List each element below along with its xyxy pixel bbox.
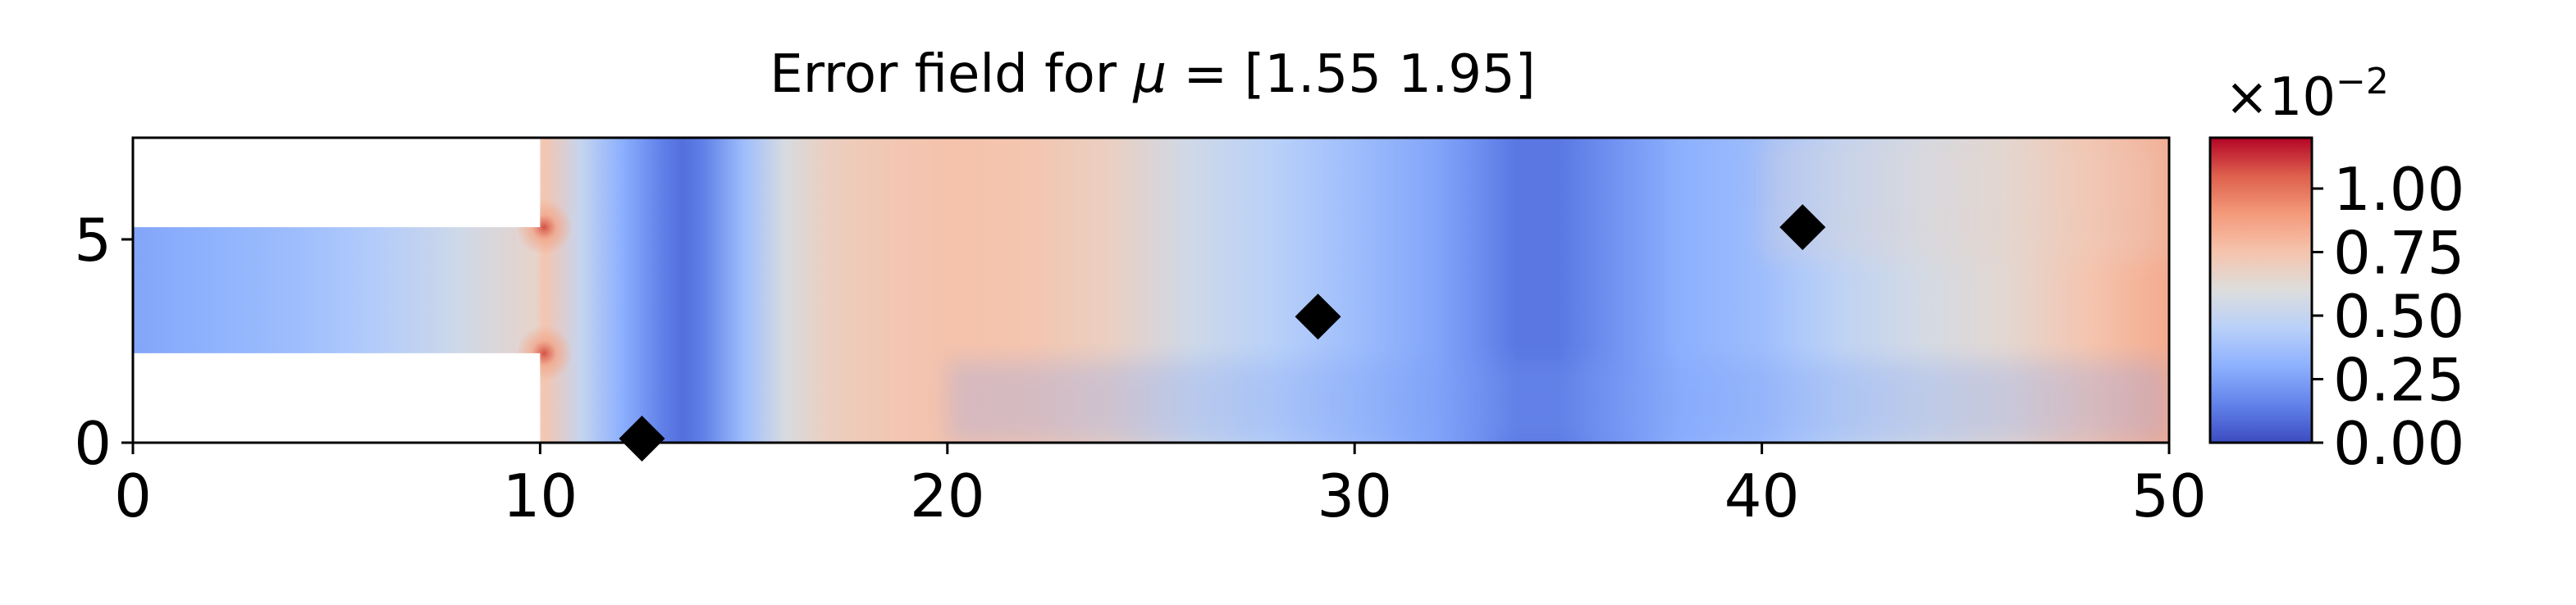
colorbar-offset-label: ×10−2 <box>2225 61 2389 128</box>
x-tick-label: 50 <box>2131 462 2207 530</box>
hot-spot-1 <box>516 199 573 256</box>
title-mu-symbol: μ <box>1132 44 1167 105</box>
marker-layer <box>619 204 1826 462</box>
sample-marker-2 <box>1295 293 1341 340</box>
x-tick-label: 30 <box>1317 462 1392 530</box>
x-tick-label: 0 <box>114 462 152 530</box>
colorbar-tick-label: 0.25 <box>2333 346 2464 415</box>
x-tick-label: 20 <box>910 462 985 530</box>
colorbar-offset-base: ×10 <box>2225 67 2336 128</box>
y-tick-label: 5 <box>74 206 112 275</box>
y-tick-label: 0 <box>74 409 112 478</box>
field-upper-band <box>1761 138 2169 260</box>
sample-marker-1 <box>619 416 665 462</box>
colorbar-offset-exponent: −2 <box>2336 61 2389 102</box>
sample-marker-3 <box>1779 204 1826 251</box>
colorbar: 0.000.250.500.751.00 ×10−2 <box>2208 61 2464 478</box>
title-suffix: = [1.55 1.95] <box>1167 44 1536 105</box>
hot-spot-2 <box>516 325 573 381</box>
colorbar-fill <box>2210 138 2312 443</box>
y-axis-ticks: 05 <box>74 206 133 478</box>
field-overlays <box>516 138 2169 443</box>
error-field <box>133 138 2169 443</box>
colorbar-tick-label: 0.75 <box>2333 219 2464 288</box>
field-lower-band <box>947 361 2169 443</box>
colorbar-tick-label: 0.50 <box>2333 282 2464 351</box>
title-prefix: Error field for <box>770 44 1133 105</box>
colorbar-frame <box>2208 136 2313 444</box>
x-axis-ticks: 0 10 20 30 40 50 <box>114 443 2207 530</box>
colorbar-tick-label: 0.00 <box>2333 409 2464 478</box>
x-tick-label: 40 <box>1724 462 1800 530</box>
axes-frame <box>131 136 2171 444</box>
colorbar-tick-label: 1.00 <box>2333 155 2464 224</box>
colorbar-ticks: 0.000.250.500.751.00 <box>2312 155 2464 478</box>
chart-title: Error field for μ = [1.55 1.95] <box>770 44 1535 105</box>
x-tick-label: 10 <box>503 462 578 530</box>
